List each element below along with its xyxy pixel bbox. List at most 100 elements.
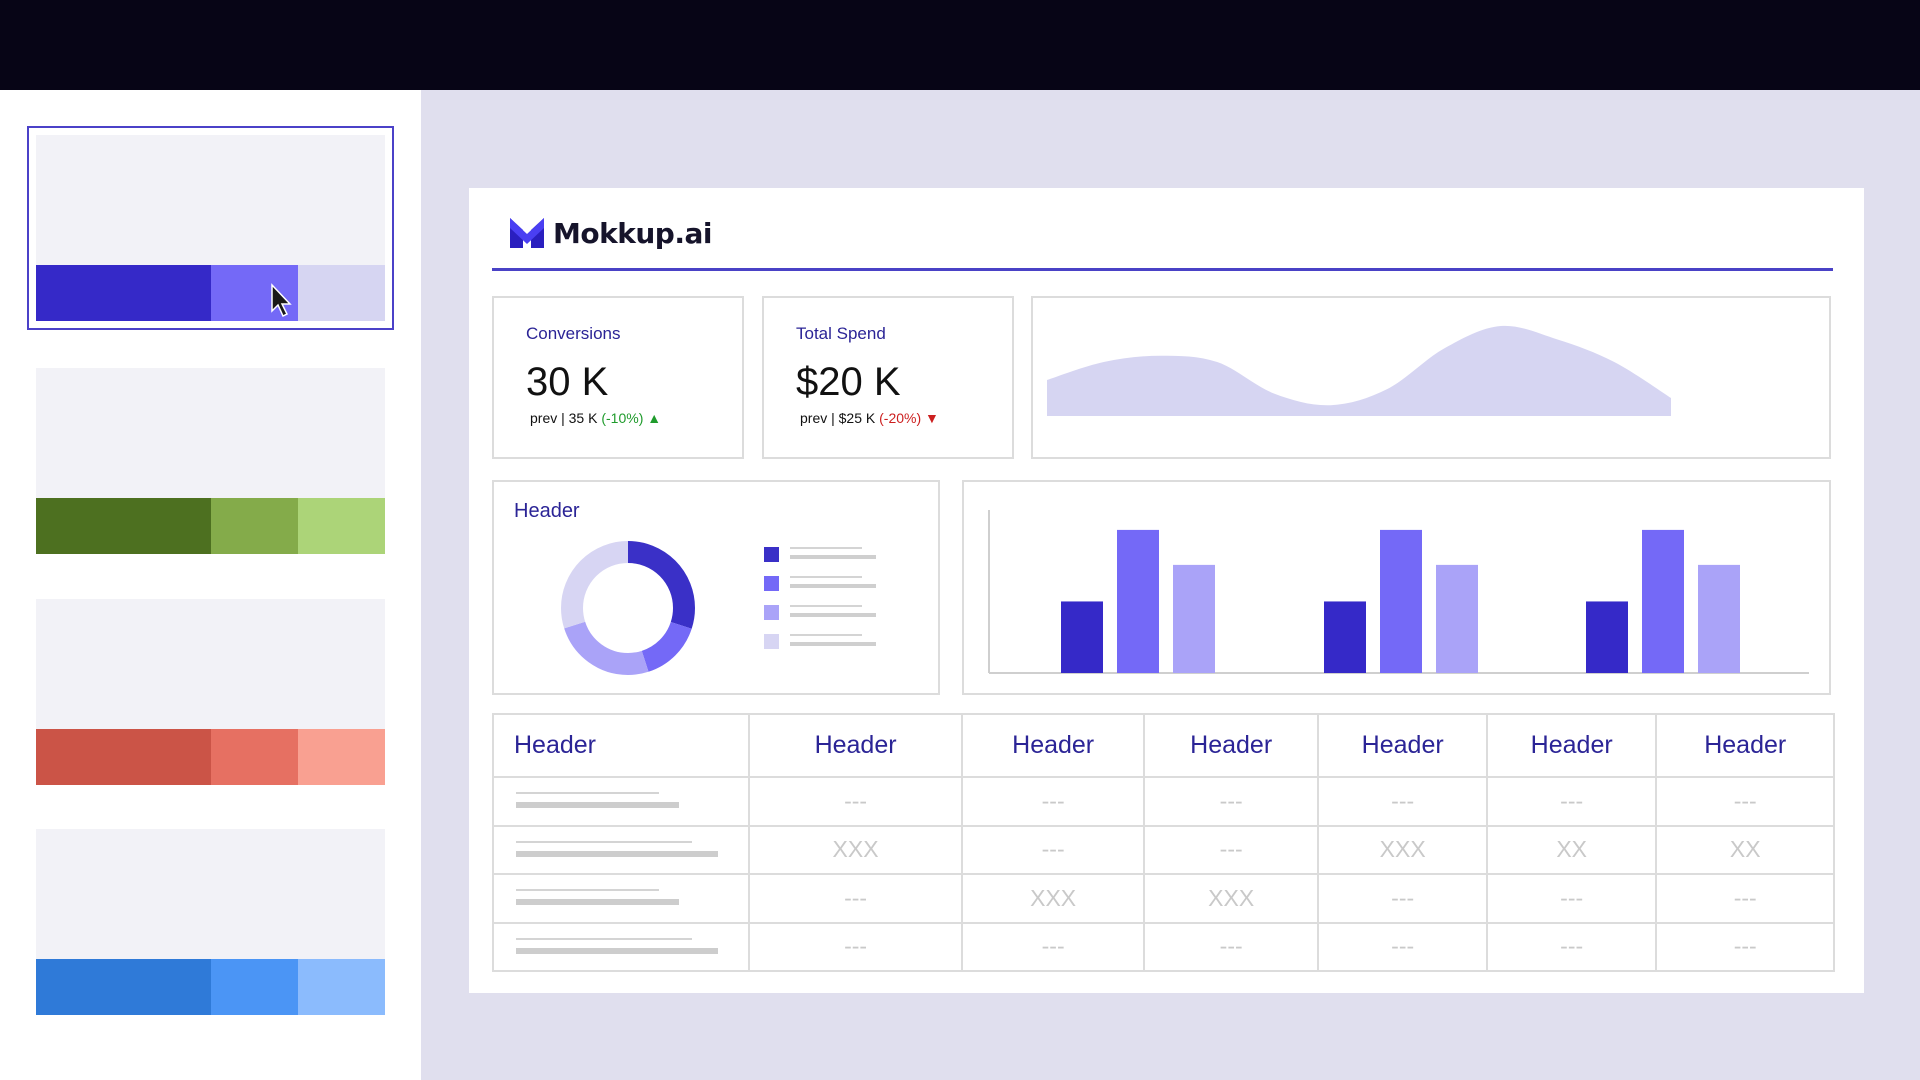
column-header[interactable]: Header xyxy=(1655,713,1835,778)
swatch-secondary xyxy=(211,498,298,554)
swatch-tertiary xyxy=(298,498,385,554)
trend-down-icon: ▼ xyxy=(925,410,939,426)
legend-item xyxy=(764,605,884,621)
legend-swatch xyxy=(764,634,779,649)
table-cell: XXX xyxy=(961,873,1145,924)
table-cell: --- xyxy=(961,921,1145,972)
palette-swatch-row xyxy=(36,265,385,321)
kpi-prev: prev | 35 K xyxy=(530,410,598,426)
palette-swatch-row xyxy=(36,498,385,554)
table-cell: --- xyxy=(1317,776,1488,827)
table-cell: --- xyxy=(1655,873,1835,924)
row-label-placeholder xyxy=(492,921,750,972)
legend-item xyxy=(764,576,884,592)
row-label-placeholder xyxy=(492,873,750,924)
table-row[interactable]: --- --- --- --- --- --- xyxy=(492,776,1835,827)
table-cell: --- xyxy=(1655,776,1835,827)
bar xyxy=(1698,564,1740,673)
swatch-secondary xyxy=(211,729,298,785)
top-bar xyxy=(0,0,1920,90)
bar xyxy=(1380,529,1422,673)
table-row[interactable]: XXX --- --- XXX XX XX xyxy=(492,824,1835,875)
bar xyxy=(1586,601,1628,673)
palette-option-green[interactable] xyxy=(36,368,385,554)
column-header[interactable]: Header xyxy=(492,713,750,778)
column-header[interactable]: Header xyxy=(1317,713,1488,778)
placeholder-line xyxy=(516,840,692,843)
mouse-cursor-icon xyxy=(271,283,292,318)
legend-placeholder-line xyxy=(790,613,876,617)
swatch-primary xyxy=(36,729,211,785)
legend-placeholder-line xyxy=(790,642,876,646)
legend-placeholder-line xyxy=(790,584,876,588)
palette-swatch-row xyxy=(36,959,385,1015)
palette-option-indigo[interactable] xyxy=(27,126,394,330)
table-cell: --- xyxy=(1655,921,1835,972)
kpi-value: 30 K xyxy=(526,360,609,404)
kpi-value: $20 K xyxy=(796,360,901,404)
table-cell: --- xyxy=(747,776,964,827)
palette-sidebar xyxy=(0,90,421,1080)
swatch-primary xyxy=(36,498,211,554)
row-label-placeholder xyxy=(492,824,750,875)
placeholder-line xyxy=(516,937,692,940)
palette-option-blue[interactable] xyxy=(36,829,385,1015)
bar xyxy=(1642,529,1684,673)
legend-placeholder-line xyxy=(790,547,862,549)
table-cell: --- xyxy=(1142,776,1320,827)
swatch-tertiary xyxy=(298,959,385,1015)
table-cell: XXX xyxy=(1142,873,1320,924)
table-cell: --- xyxy=(961,824,1145,875)
table-cell: --- xyxy=(1317,873,1488,924)
swatch-primary xyxy=(36,959,211,1015)
donut-chart xyxy=(561,541,695,675)
kpi-prev: prev | $25 K xyxy=(800,410,876,426)
table-cell: --- xyxy=(1485,776,1658,827)
header-divider xyxy=(492,268,1833,271)
column-header[interactable]: Header xyxy=(747,713,964,778)
placeholder-line xyxy=(516,850,718,857)
table-row[interactable]: --- XXX XXX --- --- --- xyxy=(492,873,1835,924)
placeholder-line xyxy=(516,899,679,905)
kpi-comparison: prev | 35 K (-10%) ▲ xyxy=(530,410,661,426)
table-cell: XX xyxy=(1485,824,1658,875)
table-cell: XXX xyxy=(747,824,964,875)
swatch-tertiary xyxy=(298,265,385,321)
legend-item xyxy=(764,634,884,650)
swatch-tertiary xyxy=(298,729,385,785)
kpi-card-total-spend[interactable]: Total Spend $20 K prev | $25 K (-20%) ▼ xyxy=(762,296,1014,459)
table-cell: --- xyxy=(961,776,1145,827)
legend-swatch xyxy=(764,547,779,562)
legend-placeholder-line xyxy=(790,605,862,607)
column-header[interactable]: Header xyxy=(1142,713,1320,778)
table-row[interactable]: --- --- --- --- --- --- xyxy=(492,921,1835,972)
placeholder-line xyxy=(516,947,718,954)
dashboard-preview: Mokkup.ai Conversions 30 K prev | 35 K (… xyxy=(469,188,1864,993)
table-cell: --- xyxy=(1142,921,1320,972)
area-series xyxy=(1047,325,1671,416)
placeholder-line xyxy=(516,889,659,891)
placeholder-line xyxy=(516,792,659,794)
table-header-row: Header Header Header Header Header Heade… xyxy=(492,713,1835,778)
row-label-placeholder xyxy=(492,776,750,827)
mokkup-logo-icon xyxy=(510,218,544,248)
bar xyxy=(1324,601,1366,673)
column-header[interactable]: Header xyxy=(961,713,1145,778)
bar-chart xyxy=(988,510,1809,674)
area-chart xyxy=(1047,325,1671,416)
area-chart-card[interactable] xyxy=(1031,296,1831,459)
column-header[interactable]: Header xyxy=(1485,713,1658,778)
table-cell: --- xyxy=(747,873,964,924)
legend-swatch xyxy=(764,605,779,620)
donut-chart-card[interactable]: Header xyxy=(492,480,940,695)
kpi-card-conversions[interactable]: Conversions 30 K prev | 35 K (-10%) ▲ xyxy=(492,296,744,459)
bar-chart-card[interactable] xyxy=(962,480,1831,695)
palette-option-red[interactable] xyxy=(36,599,385,785)
donut-title: Header xyxy=(514,500,580,522)
table-cell: --- xyxy=(747,921,964,972)
legend-placeholder-line xyxy=(790,634,862,636)
kpi-label: Total Spend xyxy=(796,324,886,343)
bar xyxy=(1117,529,1159,673)
brand-logo: Mokkup.ai xyxy=(509,216,712,250)
palette-swatch-row xyxy=(36,729,385,785)
